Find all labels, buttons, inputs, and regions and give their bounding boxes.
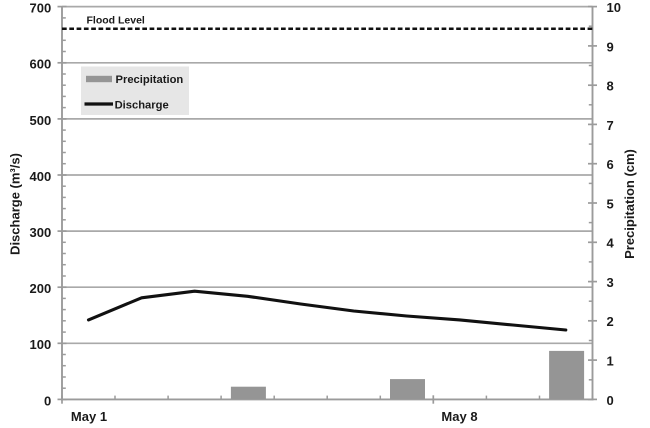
svg-text:3: 3 (607, 275, 614, 290)
svg-text:1: 1 (607, 354, 614, 369)
svg-text:400: 400 (29, 169, 51, 184)
svg-text:8: 8 (607, 79, 614, 94)
svg-text:4: 4 (607, 236, 615, 251)
svg-text:9: 9 (607, 39, 614, 54)
svg-text:600: 600 (29, 57, 51, 72)
svg-text:100: 100 (29, 337, 51, 352)
svg-text:2: 2 (607, 314, 614, 329)
svg-text:Discharge (m³/s): Discharge (m³/s) (8, 153, 23, 255)
svg-text:7: 7 (607, 118, 614, 133)
svg-text:0: 0 (607, 393, 614, 408)
svg-text:10: 10 (607, 0, 621, 15)
svg-text:700: 700 (29, 1, 51, 16)
svg-text:0: 0 (44, 393, 51, 408)
svg-text:May 8: May 8 (441, 409, 477, 424)
svg-text:Precipitation: Precipitation (116, 74, 184, 86)
svg-text:5: 5 (607, 196, 614, 211)
svg-text:Flood Level: Flood Level (87, 15, 145, 27)
svg-text:500: 500 (29, 113, 51, 128)
svg-text:Discharge: Discharge (115, 100, 169, 112)
svg-text:May 1: May 1 (71, 409, 107, 424)
svg-text:300: 300 (29, 225, 51, 240)
svg-text:6: 6 (607, 157, 614, 172)
svg-text:200: 200 (29, 281, 51, 296)
svg-text:Precipitation (cm): Precipitation (cm) (622, 149, 637, 259)
